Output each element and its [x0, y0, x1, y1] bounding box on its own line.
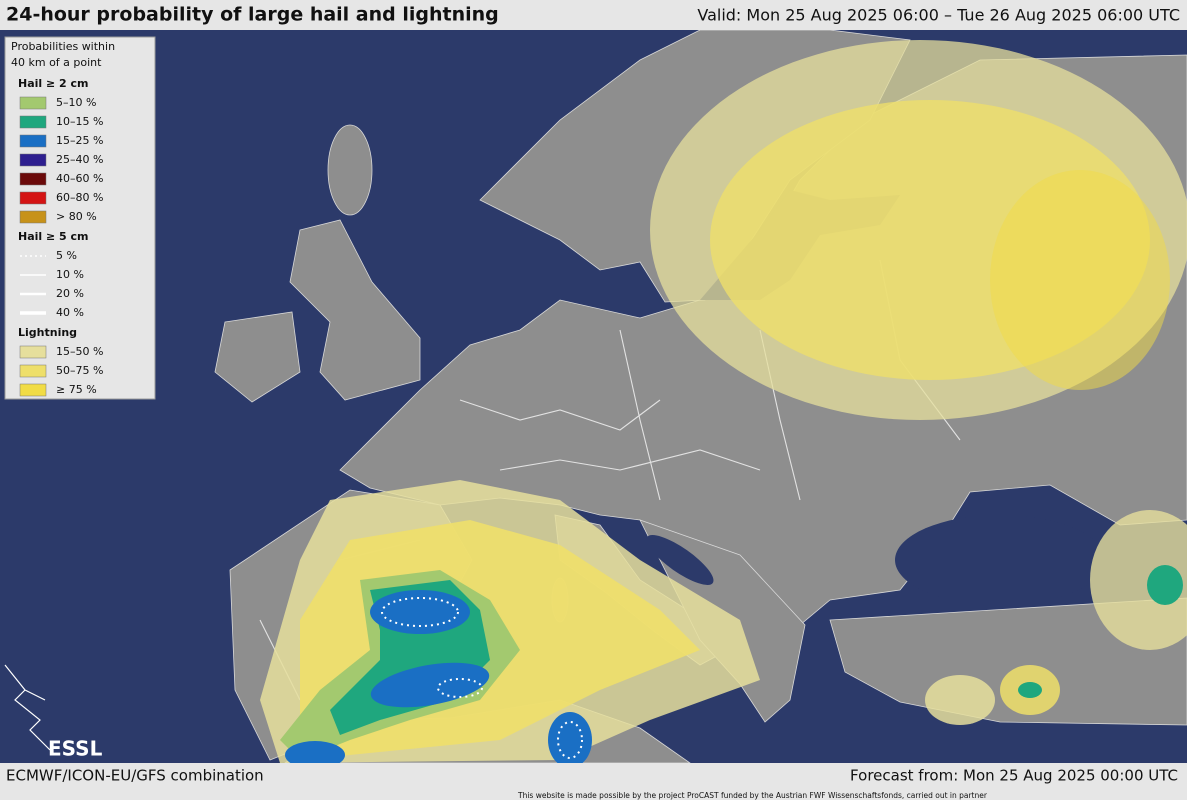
- legend-label: 10–15 %: [56, 115, 103, 128]
- legend-label: 60–80 %: [56, 191, 103, 204]
- legend-section-title: Hail ≥ 2 cm: [18, 77, 89, 90]
- legend-swatch: [19, 191, 47, 205]
- adriatic-sea: [646, 535, 714, 585]
- legend-label: 50–75 %: [56, 364, 103, 377]
- legend-swatch: [19, 383, 47, 397]
- hail-area: [370, 590, 470, 634]
- legend-swatch: [19, 115, 47, 129]
- hail-contour: [381, 597, 459, 627]
- legend-swatch: [19, 134, 47, 148]
- legend-label: 5–10 %: [56, 96, 96, 109]
- legend-label: 10 %: [56, 268, 84, 281]
- hail-contour: [437, 678, 483, 698]
- logo-lightning: [4, 664, 51, 751]
- ireland: [214, 311, 301, 403]
- footer-source: ECMWF/ICON-EU/GFS combination: [6, 767, 264, 785]
- legend-section-title: Lightning: [18, 326, 77, 339]
- hail-area: [285, 741, 345, 763]
- legend-swatch: [19, 172, 47, 186]
- legend-swatch: [19, 345, 47, 359]
- legend-label: > 80 %: [56, 210, 97, 223]
- turkey: [829, 597, 1187, 726]
- legend-label: 25–40 %: [56, 153, 103, 166]
- legend-label: ≥ 75 %: [56, 383, 97, 396]
- legend-label: 40 %: [56, 306, 84, 319]
- legend-label: 15–25 %: [56, 134, 103, 147]
- legend-label: 40–60 %: [56, 172, 103, 185]
- hail-area: [548, 712, 592, 763]
- faroe-region: [327, 124, 373, 216]
- legend-swatch: [19, 153, 47, 167]
- logo: ESSL: [48, 737, 103, 761]
- legend-intro: 40 km of a point: [11, 56, 102, 69]
- lightning-area: [1090, 510, 1187, 650]
- hail-area: [1018, 682, 1042, 698]
- valid-time: Valid: Mon 25 Aug 2025 06:00 – Tue 26 Au…: [697, 6, 1180, 25]
- map: ESSL: [0, 30, 1187, 763]
- legend-swatch: [19, 96, 47, 110]
- hail-contour: [557, 721, 583, 759]
- lightning-area: [925, 675, 995, 725]
- legend-swatch: [19, 364, 47, 378]
- lightning-area: [990, 170, 1170, 390]
- legend-label: 20 %: [56, 287, 84, 300]
- hail-area: [1147, 565, 1183, 605]
- legend-section-title: Hail ≥ 5 cm: [18, 230, 89, 243]
- black-sea: [895, 515, 1105, 605]
- legend-label: 15–50 %: [56, 345, 103, 358]
- footer-credit: This website is made possible by the pro…: [517, 791, 988, 800]
- title: 24-hour probability of large hail and li…: [6, 4, 499, 26]
- great-britain: [289, 219, 421, 401]
- legend: Probabilities within 40 km of a point Hail…: [4, 36, 156, 400]
- legend-intro: Probabilities within: [11, 40, 115, 53]
- legend-swatch: [19, 210, 47, 224]
- footer-forecast: Forecast from: Mon 25 Aug 2025 00:00 UTC: [850, 767, 1178, 785]
- legend-label: 5 %: [56, 249, 77, 262]
- hail-overlay: [280, 565, 1183, 763]
